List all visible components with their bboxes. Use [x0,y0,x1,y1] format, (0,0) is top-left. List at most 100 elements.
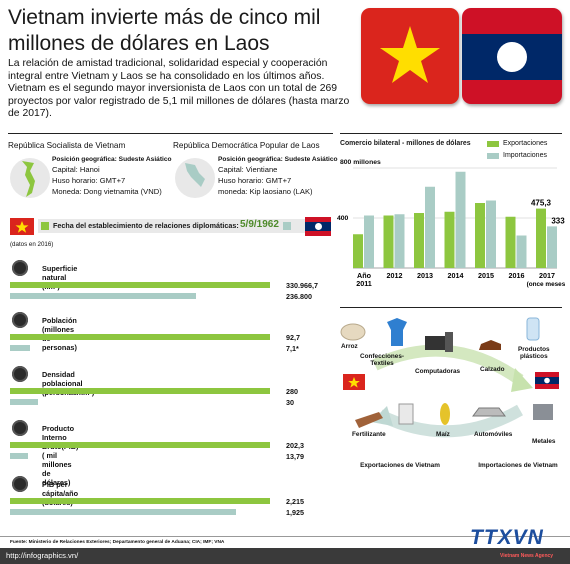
stat-value-vietnam: 202,3 [286,441,304,450]
trade-item-label: Productos plásticos [518,346,550,360]
x-tick-label: 2013 [417,271,433,280]
stat-value-vietnam: 330.966,7 [286,281,318,290]
data-label: 333 [551,216,565,225]
corn-icon [440,403,450,425]
bar-import [547,226,557,268]
trade-cycle-illustration [340,317,559,438]
stat-value-laos: 30 [286,398,294,407]
trade-item-label: Calzado [480,366,505,373]
bar-import [455,171,466,268]
metal-icon [533,404,553,420]
divider-left [8,133,333,134]
vietnam-name: República Socialista de Vietnam [8,141,126,150]
export-arrow-head [511,368,533,392]
bar-export [353,234,363,268]
stat-icon-1 [12,312,28,328]
bar-export [536,208,546,268]
laos-name: República Democrática Popular de Laos [173,141,320,150]
trade-item-label: Arroz [341,343,358,350]
stat-value-laos: 13,79 [286,452,304,461]
stat-bar-laos [10,509,236,515]
stat-bar-vietnam [10,388,270,394]
computer-icon [425,336,447,350]
stat-value-laos: 236.800 [286,292,312,301]
stat-value-laos: 7,1* [286,344,299,353]
stat-icon-3 [12,420,28,436]
bar-export [475,203,485,268]
shoe-icon [479,340,501,350]
legend-export-swatch [487,141,499,147]
logo-text: TTXVN [470,526,544,549]
stat-value-vietnam: 280 [286,387,298,396]
legend-export-label: Exportaciones [503,140,548,147]
laos-flag-large [462,8,562,104]
bar-export [414,213,424,268]
stat-icon-2 [12,366,28,382]
stat-bar-vietnam [10,442,270,448]
stat-icon-4 [12,476,28,492]
relations-bar [38,219,308,233]
stat-label: Producto Interno Bruto(PIB) ( mil millon… [42,424,78,487]
divider-lower-right [340,307,562,308]
stat-value-laos: 1,925 [286,508,304,517]
x-tick-label: 2014 [448,271,464,280]
bottle-icon [526,317,540,341]
relations-green-swatch [41,222,49,230]
vietnam-timezone: Huso horario: GMT+7 [52,176,126,185]
legend-import-label: Importaciones [503,152,547,159]
vietnam-flag-large [361,8,459,104]
x-tick-label: 2016 [509,271,525,280]
source-text: Fuente: Ministerio de Relaciones Exterio… [10,540,225,545]
bar-export [505,216,516,268]
laos-map-icon [175,158,215,198]
bar-import [486,200,496,268]
x-tick-label: Año [357,271,372,280]
data-label: 475,3 [531,199,552,208]
bar-import [425,186,435,268]
star-icon [380,26,440,83]
import-arrow-arc [377,404,523,438]
vietnam-currency: Moneda: Dong vietnamita (VND) [52,187,162,196]
relations-teal-swatch [283,222,291,230]
stat-bar-laos [10,345,30,351]
source-divider [0,536,570,537]
x-tick-label: 2015 [478,271,494,280]
logo-sub: Vietnam News Agency [500,553,554,559]
footer-band [0,548,570,564]
legend-import-swatch [487,153,499,159]
vietnam-flag-small [10,218,34,235]
trade-item-label: Computadoras [415,368,461,375]
shirt-icon [387,318,407,346]
bar-import [364,215,374,268]
vietnam-map-icon [10,158,50,198]
data-note: (datos en 2016) [10,241,54,248]
stat-bar-vietnam [10,498,270,504]
car-icon [472,407,506,417]
import-arrow-head [371,406,393,426]
stat-bar-laos [10,453,28,459]
laos-capital: Capital: Vientiane [218,165,278,174]
bar-export [383,215,394,268]
x-tick-label: 2011 [356,279,372,288]
laos-flag-small [305,217,331,236]
star-icon [15,221,29,233]
vietnam-location: Posición geográfica: Sudeste Asiático [52,156,172,163]
divider-right [340,133,562,134]
x-tick-label: 2012 [387,271,403,280]
trade-item-label: Confecciones-Textiles [360,353,405,367]
stat-bar-vietnam [10,282,270,288]
vietnam-capital: Capital: Hanoi [52,165,100,174]
y-axis-top-label: 800 millones [340,159,381,166]
trade-item-label: Automóviles [474,431,513,438]
site-url[interactable]: http://infographics.vn/ [6,551,79,560]
category-note: (once meses) [527,281,565,288]
page-title: Vietnam invierte más de cinco mil millon… [8,6,321,55]
fertilizer-icon [398,403,414,425]
imports-label: Importaciones de Vietnam [478,462,558,469]
stat-bar-laos [10,293,196,299]
laos-flag-disc [544,377,550,384]
y-tick-label: 400 [337,215,349,222]
bar-import [516,235,527,268]
x-tick-label: 2017 [539,271,555,280]
